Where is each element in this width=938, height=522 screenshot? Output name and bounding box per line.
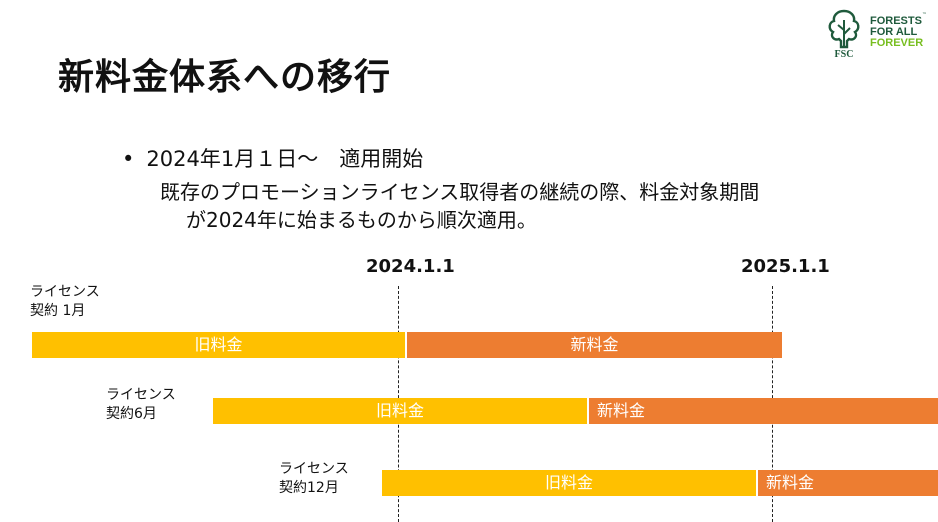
fsc-slogan: FORESTS FOR ALL FOREVER	[870, 16, 923, 49]
date-label-2025: 2025.1.1	[741, 256, 830, 277]
new-fee-bar-jun: 新料金	[589, 398, 938, 424]
row-label-jun: ライセンス 契約6月	[106, 386, 176, 424]
bullet-item: • 2024年1月１日～ 適用開始	[122, 143, 423, 173]
date-label-2024: 2024.1.1	[366, 256, 455, 277]
old-fee-bar-jun: 旧料金	[213, 398, 587, 424]
row-label-line-1: ライセンス	[30, 284, 100, 300]
fsc-text: FSC	[835, 49, 854, 58]
old-fee-bar-dec: 旧料金	[382, 470, 756, 496]
description-line-2: が2024年に始まるものから順次適用。	[186, 208, 537, 232]
description-line-1: 既存のプロモーションライセンス取得者の継続の際、料金対象期間	[160, 180, 760, 204]
row-label-dec: ライセンス 契約12月	[279, 460, 349, 498]
row-label-jan: ライセンス 契約 1月	[30, 283, 100, 321]
row-label-line-1: ライセンス	[279, 461, 349, 477]
trademark-mark: ™	[922, 12, 927, 18]
row-label-line-2: 契約 1月	[30, 303, 86, 319]
page-title: 新料金体系への移行	[58, 57, 392, 98]
new-fee-bar-dec: 新料金	[758, 470, 938, 496]
bullet-text: 2024年1月１日～ 適用開始	[146, 147, 424, 171]
slogan-line-1: FORESTS	[870, 15, 922, 27]
fsc-tree-icon: FSC	[828, 9, 860, 58]
new-fee-bar-jan: 新料金	[407, 332, 782, 358]
fsc-logo: FSC FORESTS FOR ALL FOREVER ™	[824, 8, 932, 58]
slogan-line-2: FOR ALL	[870, 26, 918, 38]
row-label-line-2: 契約6月	[106, 406, 157, 422]
bullet-dot: •	[122, 147, 135, 171]
old-fee-bar-jan: 旧料金	[32, 332, 405, 358]
slogan-line-3: FOREVER	[870, 37, 924, 49]
row-label-line-1: ライセンス	[106, 387, 176, 403]
row-label-line-2: 契約12月	[279, 480, 339, 496]
